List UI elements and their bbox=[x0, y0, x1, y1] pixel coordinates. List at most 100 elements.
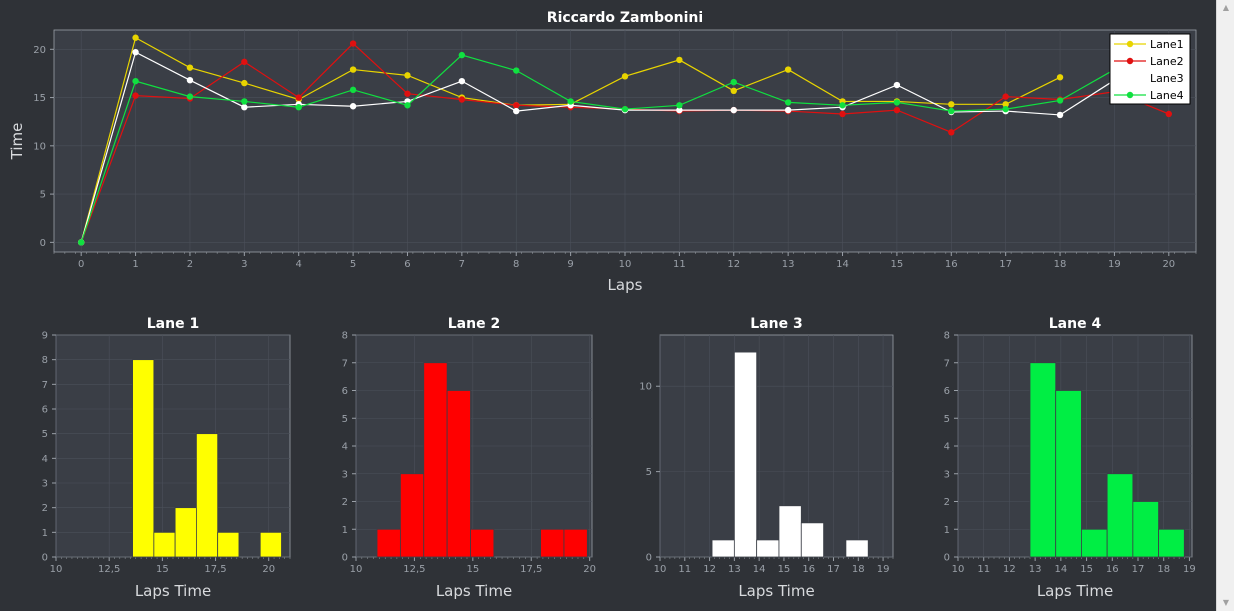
histogram-bar bbox=[563, 528, 588, 558]
x-tick-label: 19 bbox=[1108, 259, 1121, 270]
data-point bbox=[404, 90, 411, 97]
data-point bbox=[132, 77, 139, 85]
y-tick-label: 9 bbox=[42, 331, 48, 342]
legend-marker bbox=[1126, 40, 1134, 48]
y-tick-label: 15 bbox=[33, 93, 46, 104]
histogram-bar bbox=[733, 351, 758, 558]
x-tick-label: 17 bbox=[827, 564, 840, 575]
y-tick-label: 8 bbox=[944, 331, 950, 342]
data-point bbox=[1002, 101, 1009, 108]
data-point bbox=[893, 81, 901, 89]
histogram-bar bbox=[259, 531, 282, 558]
data-point bbox=[404, 102, 411, 109]
data-point bbox=[1056, 97, 1064, 104]
data-point bbox=[621, 105, 629, 113]
y-tick-label: 6 bbox=[42, 405, 48, 416]
data-point bbox=[132, 34, 139, 41]
x-tick-label: 14 bbox=[753, 564, 766, 575]
x-axis-label: Laps Time bbox=[436, 582, 512, 600]
legend-label: Lane3 bbox=[1150, 72, 1184, 85]
plot-area bbox=[659, 334, 894, 558]
y-tick-label: 1 bbox=[42, 528, 48, 539]
x-tick-label: 12 bbox=[727, 259, 740, 270]
data-point bbox=[513, 67, 520, 74]
y-tick-label: 3 bbox=[342, 469, 348, 480]
y-axis-label: Time bbox=[8, 123, 26, 161]
data-point bbox=[349, 86, 357, 94]
data-point bbox=[893, 99, 901, 106]
legend-label: Lane1 bbox=[1150, 38, 1184, 51]
x-tick-label: 5 bbox=[350, 259, 356, 270]
y-tick-label: 7 bbox=[944, 358, 950, 369]
data-point bbox=[839, 110, 846, 118]
x-tick-label: 17 bbox=[1132, 564, 1145, 575]
data-point bbox=[458, 77, 466, 85]
data-point bbox=[1056, 74, 1064, 81]
x-tick-label: 10 bbox=[50, 564, 63, 575]
data-point bbox=[784, 66, 792, 73]
chart-0: Lane1 Lane2 Lane3 Lane4 bbox=[50, 29, 1197, 256]
x-tick-label: 15 bbox=[891, 259, 904, 270]
y-tick-label: 1 bbox=[944, 525, 950, 536]
data-point bbox=[676, 102, 683, 109]
x-tick-label: 8 bbox=[513, 259, 519, 270]
x-tick-label: 17 bbox=[999, 259, 1012, 270]
y-tick-label: 5 bbox=[944, 414, 950, 425]
legend-marker bbox=[1126, 91, 1134, 99]
histogram-bar bbox=[423, 362, 448, 558]
y-tick-label: 2 bbox=[944, 497, 950, 508]
y-tick-label: 5 bbox=[646, 467, 652, 478]
chevron-up-icon[interactable]: ▲ bbox=[1222, 3, 1230, 12]
y-tick-label: 3 bbox=[42, 479, 48, 490]
data-point bbox=[1165, 110, 1173, 118]
histogram-bar bbox=[399, 473, 425, 558]
data-point bbox=[730, 78, 737, 86]
legend-label: Lane2 bbox=[1150, 55, 1184, 68]
x-tick-label: 11 bbox=[678, 564, 691, 575]
legend-marker bbox=[1126, 57, 1134, 65]
histogram-bar bbox=[1132, 501, 1159, 558]
data-point bbox=[839, 102, 846, 109]
chart-4 bbox=[954, 334, 1193, 561]
x-tick-label: 7 bbox=[459, 259, 465, 270]
series-line-Lane4 bbox=[80, 54, 1115, 243]
data-point bbox=[567, 98, 574, 105]
data-point bbox=[241, 104, 248, 111]
chevron-down-icon[interactable]: ▼ bbox=[1222, 598, 1230, 607]
data-point bbox=[784, 106, 792, 114]
x-tick-label: 12 bbox=[1003, 564, 1016, 575]
x-tick-label: 11 bbox=[673, 259, 686, 270]
y-tick-label: 0 bbox=[40, 238, 46, 249]
x-tick-label: 2 bbox=[187, 259, 193, 270]
y-tick-label: 0 bbox=[944, 553, 950, 564]
data-point bbox=[676, 106, 683, 114]
x-tick-label: 20 bbox=[1162, 259, 1175, 270]
y-tick-label: 5 bbox=[342, 414, 348, 425]
histogram-bar bbox=[446, 390, 471, 558]
histogram-bar bbox=[711, 539, 735, 558]
y-tick-label: 7 bbox=[342, 358, 348, 369]
y-tick-label: 5 bbox=[42, 429, 48, 440]
y-tick-label: 4 bbox=[42, 454, 48, 465]
vertical-scrollbar[interactable]: ▲ ▼ bbox=[1216, 0, 1234, 611]
y-tick-label: 10 bbox=[33, 141, 46, 152]
chart-1 bbox=[52, 334, 291, 561]
x-tick-label: 6 bbox=[404, 259, 410, 270]
histogram-bar bbox=[540, 528, 565, 558]
x-tick-label: 12 bbox=[703, 564, 716, 575]
legend-box bbox=[1109, 33, 1191, 105]
chart-2 bbox=[352, 334, 593, 561]
y-tick-label: 3 bbox=[944, 469, 950, 480]
x-tick-label: 13 bbox=[782, 259, 795, 270]
y-tick-label: 5 bbox=[40, 190, 46, 201]
y-tick-label: 2 bbox=[42, 503, 48, 514]
data-point bbox=[676, 56, 683, 64]
x-tick-label: 10 bbox=[350, 564, 363, 575]
x-tick-label: 15 bbox=[466, 564, 479, 575]
data-point bbox=[1002, 93, 1009, 100]
data-point bbox=[893, 106, 901, 114]
chart-3 bbox=[656, 334, 894, 561]
histogram-bar bbox=[1158, 528, 1185, 558]
x-tick-label: 19 bbox=[877, 564, 890, 575]
